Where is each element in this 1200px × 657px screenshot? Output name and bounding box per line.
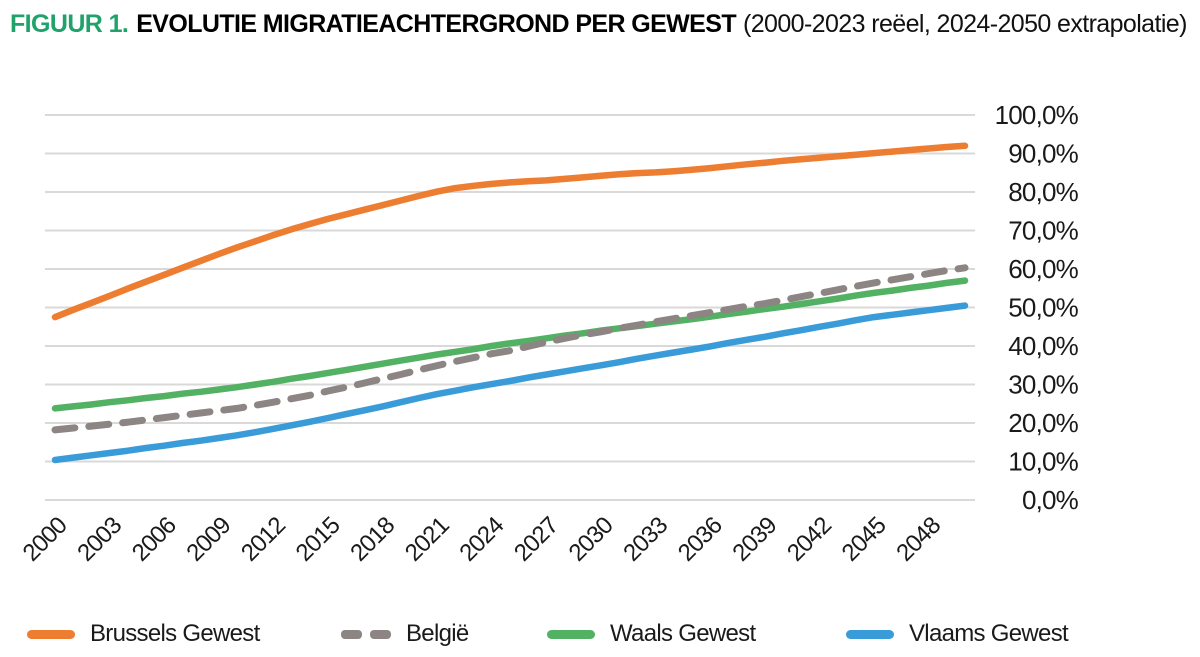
x-tick-label: 2036 bbox=[673, 512, 728, 567]
y-tick-label: 50,0% bbox=[1008, 293, 1078, 323]
x-tick-label: 2003 bbox=[72, 512, 127, 567]
x-tick-label: 2009 bbox=[181, 512, 236, 567]
x-tick-label: 2024 bbox=[454, 512, 509, 567]
x-tick-label: 2042 bbox=[782, 512, 837, 567]
series-line-brussels-gewest bbox=[51, 142, 969, 321]
legend-item-belgie: België bbox=[341, 614, 469, 654]
y-tick-label: 70,0% bbox=[1008, 216, 1078, 246]
x-tick-label: 2033 bbox=[618, 512, 673, 567]
figure-main-title: EVOLUTIE MIGRATIEACHTERGROND PER GEWEST bbox=[136, 10, 737, 38]
y-tick-label: 80,0% bbox=[1008, 177, 1078, 207]
x-tick-label: 2018 bbox=[345, 512, 400, 567]
figure-label: FIGUUR 1. bbox=[10, 10, 129, 38]
x-tick-label: 2030 bbox=[564, 512, 619, 567]
legend-marker-solid-green-icon bbox=[547, 629, 595, 639]
legend-label: Brussels Gewest bbox=[90, 620, 260, 647]
legend-label: Waals Gewest bbox=[610, 620, 756, 647]
legend-marker-dashed-gray-icon bbox=[341, 629, 391, 639]
legend-item-brussels-gewest: Brussels Gewest bbox=[27, 614, 260, 654]
series-line-vlaams-gewest bbox=[51, 302, 969, 464]
y-tick-label: 10,0% bbox=[1008, 447, 1078, 477]
legend-label: België bbox=[406, 620, 469, 647]
y-tick-label: 60,0% bbox=[1008, 254, 1078, 284]
figure-subtitle: (2000-2023 reëel, 2024-2050 extrapolatie… bbox=[743, 10, 1187, 38]
chart-legend: Brussels Gewest België Waals Gewest Vlaa… bbox=[0, 614, 1200, 654]
x-tick-label: 2021 bbox=[400, 512, 455, 567]
x-tick-label: 2027 bbox=[509, 512, 564, 567]
legend-marker-solid-orange-icon bbox=[27, 629, 75, 639]
x-tick-label: 2012 bbox=[236, 512, 291, 567]
x-tick-label: 2039 bbox=[727, 512, 782, 567]
legend-item-waals-gewest: Waals Gewest bbox=[547, 614, 756, 654]
x-tick-label: 2045 bbox=[837, 512, 892, 567]
legend-label: Vlaams Gewest bbox=[909, 620, 1069, 647]
y-tick-label: 40,0% bbox=[1008, 331, 1078, 361]
y-tick-label: 20,0% bbox=[1008, 408, 1078, 438]
x-tick-label: 2000 bbox=[18, 512, 73, 567]
y-tick-label: 0,0% bbox=[1022, 485, 1079, 515]
y-tick-label: 30,0% bbox=[1008, 370, 1078, 400]
series-line-belgi- bbox=[51, 264, 969, 434]
figure-title: FIGUUR 1. EVOLUTIE MIGRATIEACHTERGROND PE… bbox=[10, 10, 1195, 38]
series-line-waals-gewest bbox=[51, 277, 969, 412]
y-tick-label: 100,0% bbox=[995, 100, 1079, 130]
y-tick-label: 90,0% bbox=[1008, 139, 1078, 169]
chart-area: 0,0% 10,0% 20,0% 30,0% 40,0% 50,0% 60,0% 70,0% 8… bbox=[18, 100, 1080, 567]
x-tick-label: 2048 bbox=[891, 512, 946, 567]
x-tick-label: 2006 bbox=[127, 512, 182, 567]
legend-marker-solid-blue-icon bbox=[846, 629, 894, 639]
legend-item-vlaams-gewest: Vlaams Gewest bbox=[846, 614, 1069, 654]
line-chart: 0,0% 10,0% 20,0% 30,0% 40,0% 50,0% 60,0% 70,0% 8… bbox=[18, 100, 1080, 567]
x-tick-label: 2015 bbox=[291, 512, 346, 567]
